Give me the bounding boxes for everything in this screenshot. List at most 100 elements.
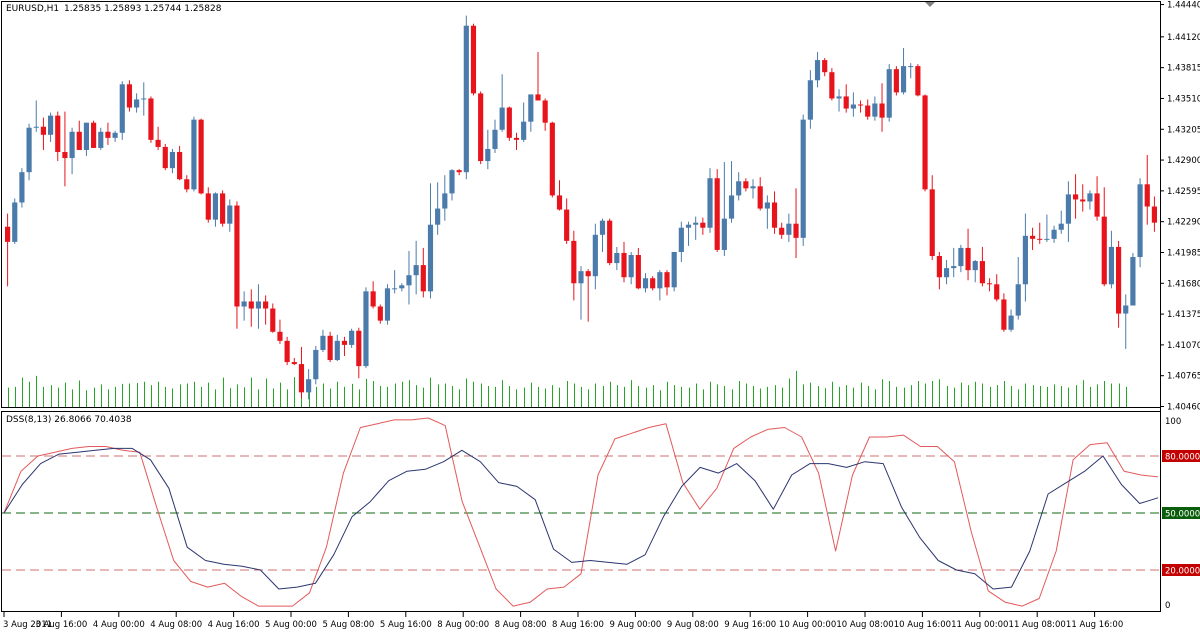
candle-body-up (306, 379, 312, 393)
indicator-tick-label: 0 (1165, 601, 1170, 611)
candle-body-up (112, 132, 118, 138)
candle-body-up (1051, 229, 1057, 239)
candle-body-down (5, 226, 11, 242)
candle-body-down (470, 25, 477, 94)
candle-body-down (478, 93, 484, 162)
candle-body-up (592, 234, 598, 277)
level-value-label: 80.0000 (1165, 453, 1200, 463)
candle-body-up (392, 288, 398, 290)
candle-body-down (865, 105, 871, 117)
candle-body-down (771, 202, 778, 228)
candle-body-up (413, 265, 419, 276)
candle-body-down (1037, 238, 1043, 240)
candle-body-up (958, 247, 964, 267)
candle-body-down (76, 131, 82, 150)
candle-body-up (1137, 184, 1143, 258)
candle-body-up (764, 202, 770, 209)
candle-body-up (48, 115, 54, 135)
candle-body-up (1015, 284, 1021, 316)
candle-body-up (227, 205, 233, 224)
candle-body-up (728, 195, 735, 219)
price-pane[interactable] (1, 1, 1161, 408)
time-tick-label: 5 Aug 00:00 (265, 620, 317, 630)
level-value-box (1162, 507, 1200, 519)
candle-body-up (1108, 246, 1114, 285)
time-tick-label: 4 Aug 08:00 (150, 620, 202, 630)
time-tick-label: 11 Aug 00:00 (951, 620, 1008, 630)
candle-body-up (449, 170, 455, 194)
candle-body-down (1072, 194, 1079, 200)
candle-body-down (664, 272, 670, 288)
candle-body-up (1044, 238, 1050, 240)
indicator-pane[interactable] (1, 411, 1161, 612)
candle-body-up (528, 94, 534, 122)
time-tick-label: 9 Aug 08:00 (667, 620, 719, 630)
price-tick-label: 1.42595 (1167, 187, 1200, 197)
candle-body-up (642, 278, 649, 289)
candle-body-up (900, 66, 907, 93)
indicator-tick-label: 100 (1165, 417, 1181, 427)
candle-body-up (685, 224, 692, 228)
candle-body-up (628, 254, 634, 278)
candle-body-down (1080, 199, 1086, 202)
candle-body-up (119, 84, 125, 133)
candle-body-down (714, 178, 720, 250)
price-tick-label: 1.43815 (1167, 64, 1200, 74)
time-tick-label: 3 Aug 2011 (3, 620, 52, 630)
candle-body-down (177, 151, 183, 180)
candle-body-up (499, 107, 505, 130)
candle-body-up (69, 131, 75, 159)
candle-body-down (922, 95, 928, 190)
candle-body-up (800, 119, 806, 238)
candle-body-up (313, 349, 319, 380)
candle-body-down (284, 340, 290, 363)
candle-body-up (169, 151, 176, 169)
candle-body-down (456, 170, 462, 173)
time-tick-label: 8 Aug 16:00 (552, 620, 604, 630)
candle-body-down (549, 122, 555, 196)
candle-body-down (822, 60, 828, 73)
candle-body-up (521, 121, 527, 140)
price-tick-label: 1.40765 (1167, 372, 1200, 382)
candle-body-down (1001, 299, 1007, 330)
candle-body-up (463, 25, 469, 173)
indicator-label: DSS(8,13) 26.8066 70.4038 (6, 415, 132, 425)
candle-body-up (399, 285, 405, 289)
price-axis-ticks: 1.44440 1.44120 1.43815 1.43510 1.43205 1.429… (1160, 1, 1200, 412)
candle-body-up (427, 224, 434, 292)
level-value-label: 50.0000 (1165, 510, 1200, 520)
candle-body-down (743, 181, 749, 189)
candle-body-down (327, 335, 333, 361)
candle-body-down (571, 240, 577, 284)
candle-body-down (377, 306, 383, 321)
candle-body-down (564, 209, 570, 241)
candle-body-up (1087, 193, 1093, 202)
chart-shift-marker[interactable] (925, 2, 935, 7)
candle-body-down (370, 291, 376, 307)
candle-body-up (671, 251, 677, 288)
price-tick-label: 1.41985 (1167, 248, 1200, 258)
candle-body-up (241, 301, 247, 307)
candle-body-up (1022, 235, 1028, 285)
candle-body-down (893, 69, 899, 93)
candle-body-up (363, 291, 369, 367)
candle-body-down (1151, 206, 1157, 223)
candle-body-up (384, 288, 391, 321)
price-tick-label: 1.44440 (1167, 1, 1200, 11)
candle-body-down (62, 151, 68, 159)
candle-body-down (915, 66, 921, 96)
candle-body-up (406, 275, 412, 286)
candle-body-down (126, 84, 133, 108)
candle-body-down (621, 252, 627, 278)
candle-body-down (220, 193, 226, 224)
candle-body-down (535, 94, 541, 101)
price-tick-label: 1.41375 (1167, 310, 1200, 320)
candle-body-up (836, 96, 842, 99)
candle-body-up (1065, 194, 1071, 224)
candle-body-up (255, 301, 262, 309)
candle-body-up (98, 131, 104, 148)
candle-body-down (1101, 216, 1107, 285)
candle-body-up (786, 223, 792, 235)
candle-body-down (270, 308, 276, 332)
